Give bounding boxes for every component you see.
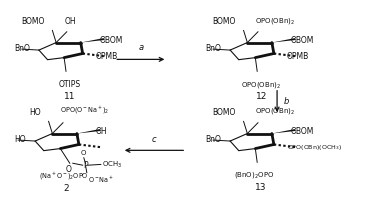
- Polygon shape: [272, 129, 296, 134]
- Text: 12: 12: [255, 92, 267, 101]
- Text: OPO(OBn)$_2$: OPO(OBn)$_2$: [241, 80, 281, 89]
- Text: OTIPS: OTIPS: [59, 80, 81, 88]
- Text: a: a: [138, 43, 143, 52]
- Text: HO: HO: [14, 135, 26, 144]
- Polygon shape: [81, 38, 105, 43]
- Text: HO: HO: [29, 108, 40, 117]
- Text: OCH$_3$: OCH$_3$: [101, 160, 122, 170]
- Text: OPO(O$^-$Na$^+$)$_2$: OPO(O$^-$Na$^+$)$_2$: [60, 105, 109, 116]
- Polygon shape: [272, 38, 296, 43]
- Text: BnO: BnO: [205, 135, 221, 144]
- Text: b: b: [284, 97, 289, 106]
- Text: 2: 2: [63, 184, 69, 193]
- Text: BOMO: BOMO: [21, 17, 44, 26]
- Text: OBOM: OBOM: [290, 127, 314, 136]
- Text: OH: OH: [95, 127, 107, 136]
- Text: OPMB: OPMB: [287, 52, 309, 61]
- Text: OPO(OBn)$_2$: OPO(OBn)$_2$: [255, 16, 295, 26]
- Text: OH: OH: [65, 17, 77, 26]
- Text: OPO(OBn)$_2$: OPO(OBn)$_2$: [255, 107, 295, 116]
- Text: BOMO: BOMO: [212, 17, 236, 26]
- Text: OBOM: OBOM: [99, 36, 122, 45]
- Text: O$^-$Na$^+$: O$^-$Na$^+$: [87, 175, 114, 185]
- Text: (Na$^+$O$^-$)$_2$OPO: (Na$^+$O$^-$)$_2$OPO: [38, 170, 88, 182]
- Text: OPO(OBn)(OCH$_3$): OPO(OBn)(OCH$_3$): [287, 143, 342, 152]
- Text: OPMB: OPMB: [95, 52, 117, 61]
- Polygon shape: [77, 129, 101, 134]
- Text: OBOM: OBOM: [290, 36, 314, 45]
- Text: BOMO: BOMO: [212, 108, 236, 117]
- Text: BnO: BnO: [205, 44, 221, 53]
- Text: (BnO)$_2$OPO: (BnO)$_2$OPO: [234, 170, 274, 180]
- Text: P: P: [83, 161, 88, 170]
- Text: O: O: [66, 165, 71, 174]
- Text: c: c: [152, 135, 156, 144]
- Text: 11: 11: [64, 92, 76, 101]
- Text: 13: 13: [255, 183, 267, 192]
- Text: O: O: [81, 150, 87, 156]
- Text: BnO: BnO: [14, 44, 30, 53]
